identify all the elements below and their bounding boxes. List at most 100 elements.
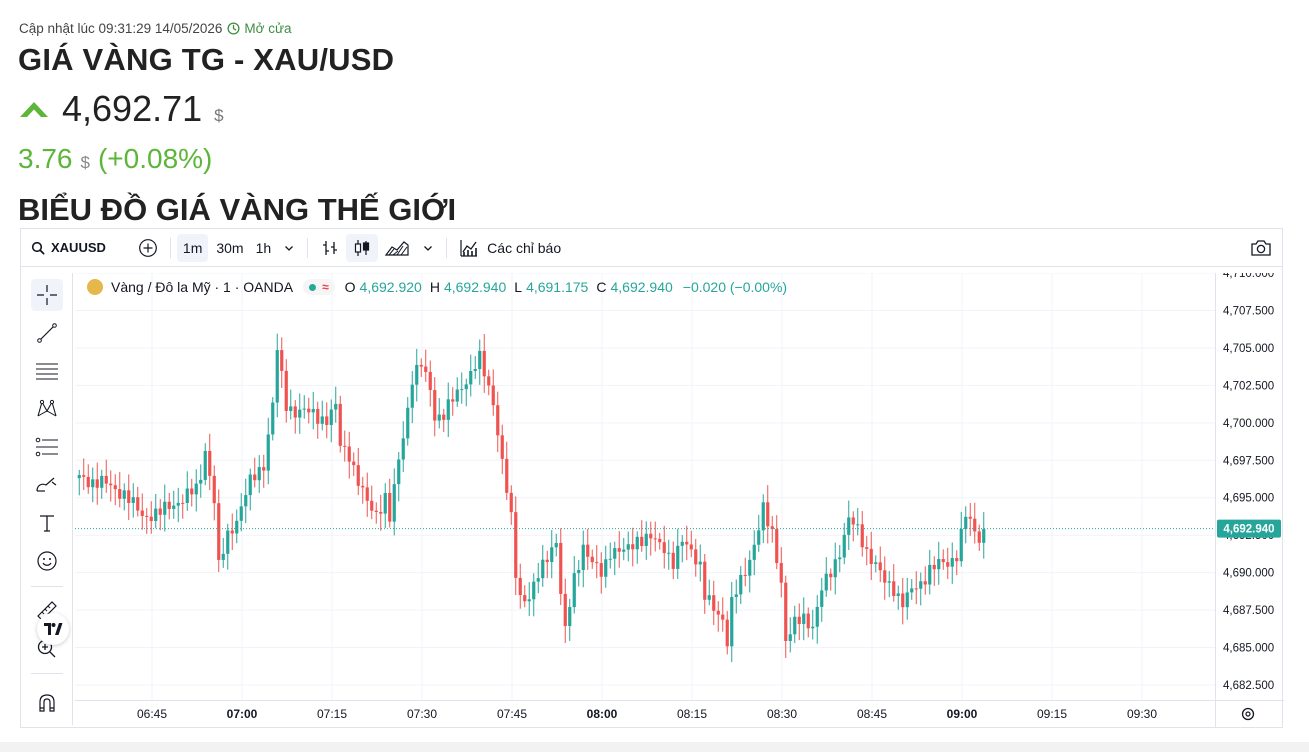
- time-tick-label: 09:15: [1037, 707, 1067, 721]
- interval-1h[interactable]: 1h: [255, 239, 272, 256]
- candle-body: [298, 409, 302, 418]
- candle-body: [698, 561, 702, 565]
- candles-style-button[interactable]: [346, 233, 379, 262]
- chart-style-dropdown[interactable]: [416, 234, 440, 262]
- camera-icon: [1251, 240, 1271, 256]
- symbol-label: XAUUSD: [51, 240, 106, 255]
- snapshot-button[interactable]: [1250, 238, 1272, 261]
- candle-body: [559, 542, 563, 594]
- candle-body: [181, 502, 185, 504]
- candle-body: [491, 385, 495, 406]
- toolbar-divider: [307, 237, 309, 258]
- candle-body: [329, 409, 333, 425]
- magnet-tool[interactable]: [31, 687, 63, 719]
- update-info: Cập nhật lúc 09:31:29 14/05/2026 Mở cửa: [19, 21, 292, 36]
- candles-icon: [355, 239, 370, 256]
- compare-button[interactable]: [132, 234, 164, 262]
- candle-body: [766, 502, 770, 527]
- candle-body: [577, 570, 581, 574]
- candle-body: [707, 595, 711, 600]
- candle-body: [496, 405, 500, 436]
- candle-body: [923, 581, 927, 585]
- price-unit: $: [214, 106, 224, 125]
- toolbar-divider: [446, 237, 448, 258]
- time-tick-label: 06:45: [137, 707, 167, 721]
- candle-body: [860, 524, 864, 548]
- price-change-pct: (+0.08%): [97, 143, 213, 174]
- candle-body: [667, 552, 671, 554]
- candle-body: [424, 366, 428, 372]
- chart-area[interactable]: 4,710.000 4,707.500 4,705.000 4,702.500 4,70…: [75, 273, 1284, 728]
- candle-body: [145, 515, 149, 517]
- trendline-tool[interactable]: [31, 317, 63, 349]
- candle-body: [293, 406, 297, 418]
- candlestick-chart[interactable]: 4,710.000 4,707.500 4,705.000 4,702.500 4,70…: [75, 273, 1284, 728]
- candle-body: [523, 595, 527, 602]
- candle-body: [167, 501, 171, 509]
- candle-body: [289, 406, 293, 411]
- candle-body: [91, 479, 95, 488]
- candle-body: [338, 403, 342, 446]
- area-style-button[interactable]: [378, 234, 416, 262]
- settings-icon-ring: [1241, 707, 1255, 721]
- text-tool[interactable]: [31, 507, 63, 539]
- candle-body: [937, 559, 941, 570]
- price-change: 3.76: [18, 143, 73, 174]
- indicators-button[interactable]: Các chỉ báo: [453, 238, 567, 258]
- candle-body: [532, 581, 536, 600]
- candle-body: [478, 350, 482, 370]
- candle-body: [640, 536, 644, 546]
- time-tick-label: 08:45: [857, 707, 887, 721]
- candle-body: [176, 502, 180, 506]
- price-tick-label: 4,695.000: [1223, 493, 1274, 505]
- symbol-search[interactable]: XAUUSD: [21, 240, 116, 255]
- crosshair-tool[interactable]: [31, 279, 63, 311]
- candle-body: [536, 578, 540, 582]
- interval-30m[interactable]: 30m: [216, 239, 244, 256]
- clock-icon: [227, 22, 240, 35]
- candle-body: [280, 350, 284, 371]
- interval-1m[interactable]: 1m: [176, 233, 209, 262]
- candle-body: [811, 626, 815, 629]
- candle-body: [464, 384, 468, 390]
- candle-body: [77, 475, 81, 479]
- brush-icon: [36, 477, 57, 492]
- candle-body: [455, 389, 459, 402]
- candle-body: [410, 384, 414, 408]
- bars-style-button[interactable]: [314, 234, 346, 262]
- candle-body: [514, 512, 518, 578]
- candle-body: [392, 484, 396, 522]
- candle-body: [311, 408, 315, 413]
- candle-body: [563, 593, 567, 627]
- candle-body: [734, 594, 738, 598]
- search-icon: [31, 241, 45, 254]
- candle-body: [793, 616, 797, 635]
- fib-tool[interactable]: [31, 355, 63, 387]
- candle-body: [649, 533, 653, 539]
- market-status-label: Mở cửa: [244, 21, 292, 36]
- price-tick-label: 4,710.000: [1223, 273, 1274, 280]
- update-timestamp: Cập nhật lúc 09:31:29 14/05/2026: [19, 21, 223, 36]
- candle-body: [730, 597, 734, 647]
- candle-body: [568, 607, 572, 627]
- tradingview-logo[interactable]: [37, 613, 69, 645]
- tv-logo-icon: [44, 623, 63, 635]
- candle-body: [973, 518, 977, 532]
- candle-body: [419, 364, 423, 367]
- tools-divider: [31, 586, 63, 587]
- candle-body: [221, 553, 225, 560]
- trendline-icon: [37, 323, 57, 343]
- pattern-tool[interactable]: [31, 393, 63, 425]
- candle-body: [109, 483, 113, 486]
- brush-tool[interactable]: [31, 469, 63, 501]
- candle-body: [235, 520, 239, 534]
- drawing-toolbar: [21, 273, 73, 725]
- interval-dropdown[interactable]: [277, 234, 301, 262]
- candle-body: [604, 559, 608, 577]
- candle-body: [208, 450, 212, 476]
- price-tick-label: 4,685.000: [1223, 643, 1274, 655]
- candle-body: [685, 541, 689, 545]
- emoji-tool[interactable]: [31, 545, 63, 577]
- candle-body: [883, 570, 887, 583]
- position-tool[interactable]: [31, 431, 63, 463]
